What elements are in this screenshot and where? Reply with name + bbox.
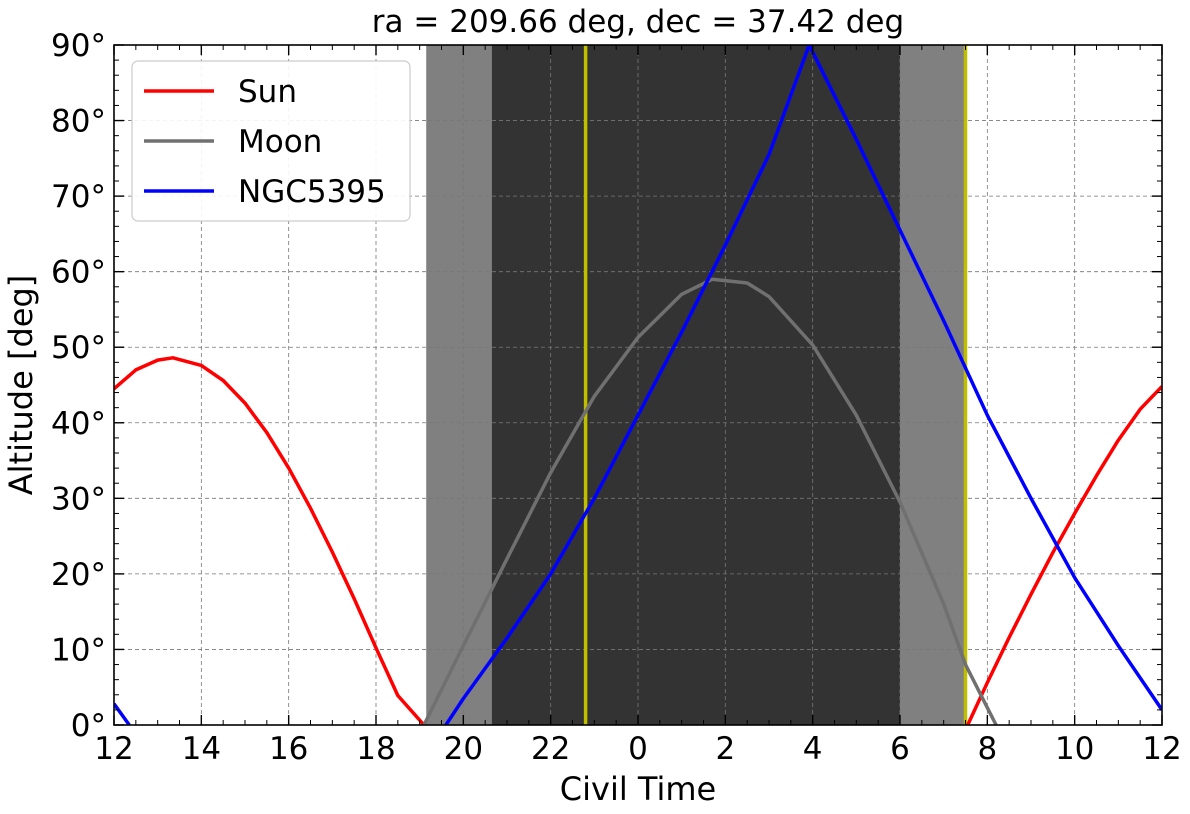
x-tick-label: 18 — [356, 731, 395, 767]
x-tick-label: 14 — [182, 731, 221, 767]
legend-label-sun: Sun — [238, 74, 297, 110]
x-axis-label: Civil Time — [560, 770, 716, 808]
x-tick-label: 4 — [803, 731, 823, 767]
y-tick-label: 80° — [51, 104, 106, 140]
x-tick-label: 2 — [715, 731, 735, 767]
x-tick-label: 10 — [1055, 731, 1094, 767]
series-line-moon — [422, 277, 998, 725]
plot-area: 12 14 16 18 20 22 0 2 4 6 8 10 120°10°20°30°40°50°60… — [51, 28, 1182, 767]
x-tick-label: 6 — [890, 731, 910, 767]
x-tick-label: 12 — [1142, 731, 1181, 767]
y-tick-label: 40° — [51, 406, 106, 442]
y-tick-label: 10° — [51, 632, 106, 668]
legend: Sun Moon NGC5395 — [131, 60, 411, 222]
legend-label-moon: Moon — [238, 124, 322, 160]
y-tick-label: 70° — [51, 179, 106, 215]
shaded-region-2 — [491, 45, 900, 725]
y-tick-label: 60° — [51, 255, 106, 291]
series-line-ngc5395 — [114, 45, 1162, 725]
y-tick-label: 50° — [51, 330, 106, 366]
y-axis-label: Altitude [deg] — [2, 275, 40, 496]
legend-box — [131, 60, 411, 222]
x-tick-label: 20 — [444, 731, 483, 767]
y-tick-label: 20° — [51, 557, 106, 593]
x-tick-label: 22 — [531, 731, 570, 767]
shaded-region-1 — [426, 45, 492, 725]
x-tick-label: 0 — [628, 731, 648, 767]
y-tick-label: 90° — [51, 28, 106, 64]
series-line-sun — [114, 356, 1162, 725]
x-tick-label: 8 — [977, 731, 997, 767]
shaded-region-3 — [900, 45, 966, 725]
y-tick-label: 0° — [71, 708, 106, 744]
x-tick-label: 12 — [94, 731, 133, 767]
x-tick-label: 16 — [269, 731, 308, 767]
chart-title: ra = 209.66 deg, dec = 37.42 deg — [372, 4, 904, 40]
legend-label-ngc5395: NGC5395 — [238, 174, 386, 210]
y-tick-label: 30° — [51, 481, 106, 517]
